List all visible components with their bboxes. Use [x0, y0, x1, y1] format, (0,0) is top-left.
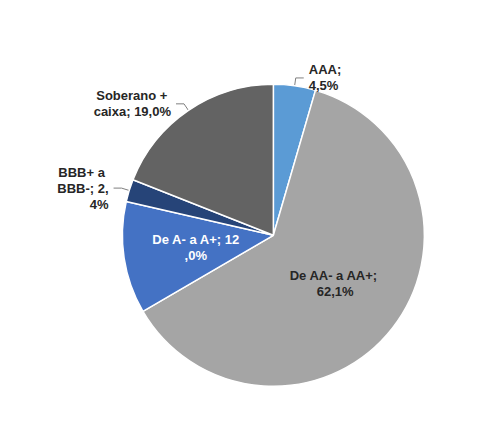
svg-text:caixa; 19,0%: caixa; 19,0%: [94, 104, 172, 119]
svg-text:De AA- a AA+;: De AA- a AA+;: [290, 268, 381, 283]
svg-text:AAA;: AAA;: [309, 62, 345, 77]
svg-text:BBB-; 2,: BBB-; 2,: [57, 181, 108, 196]
svg-text:Soberano +: Soberano +: [96, 88, 171, 103]
svg-text:,0%: ,0%: [185, 248, 208, 263]
svg-text:4,5%: 4,5%: [309, 78, 339, 93]
svg-text:62,1%: 62,1%: [317, 284, 354, 299]
svg-text:BBB+ a: BBB+ a: [58, 165, 108, 180]
svg-text:4%: 4%: [90, 197, 109, 212]
svg-text:De A- a A+; 12: De A- a A+; 12: [152, 232, 239, 247]
